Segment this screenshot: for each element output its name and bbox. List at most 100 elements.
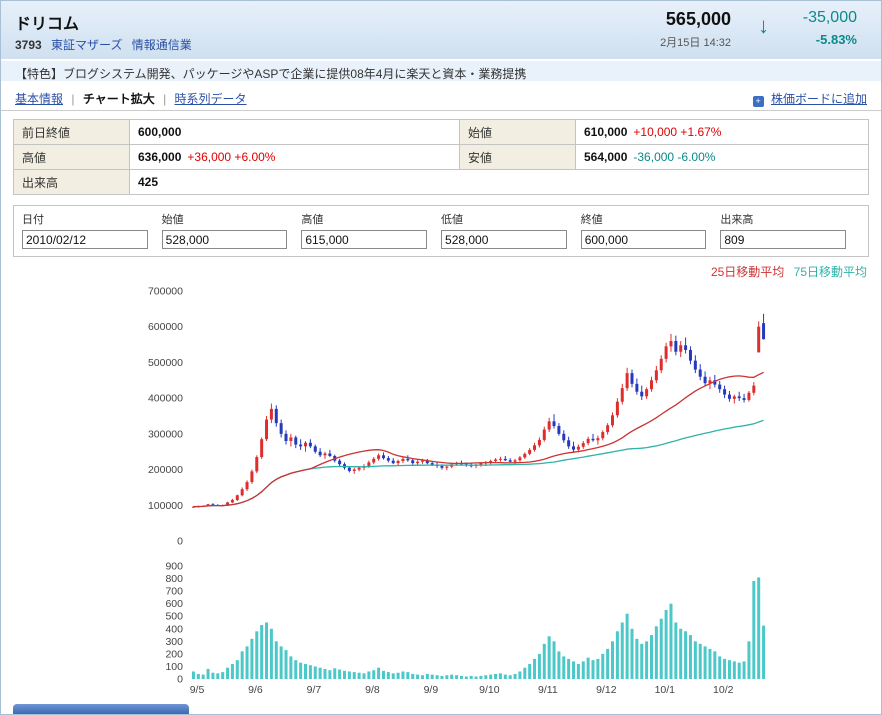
svg-text:600000: 600000 [148,321,183,333]
open-input[interactable] [161,230,288,249]
svg-text:700: 700 [165,586,183,598]
high-value: 636,000 [138,150,182,164]
col-header-open: 始値 [161,214,184,226]
svg-text:300: 300 [165,636,183,648]
add-board-icon: + [752,96,764,107]
nav-separator: | [71,92,75,106]
tab-chart-zoom-current: チャート拡大 [82,92,155,106]
high-change: +36,000 +6.00% [187,150,276,164]
quote-datetime: 2月15日 14:32 [660,37,731,49]
table-row: 前日終値 600,000 始値 610,000 +10,000 +1.67% [13,119,869,145]
nav-separator: | [163,92,167,106]
quote-summary-table: 前日終値 600,000 始値 610,000 +10,000 +1.67% 高値… [13,119,869,195]
svg-text:900: 900 [165,561,183,573]
svg-text:9/5: 9/5 [190,684,205,696]
add-board-link[interactable]: 株価ボードに追加 [770,92,867,106]
label-open: 始値 [459,119,576,145]
industry-link[interactable]: 情報通信業 [131,38,192,52]
svg-text:100000: 100000 [148,500,183,512]
series-col-volume: 出来高 [720,211,860,249]
series-col-date: 日付 [22,211,162,249]
series-col-low: 低値 [441,211,581,249]
series-col-open: 始値 [161,211,302,249]
series-col-close: 終値 [580,211,721,249]
col-header-high: 高値 [301,214,324,226]
tab-basic-info[interactable]: 基本情報 [15,92,64,106]
open-change: +10,000 +1.67% [633,125,722,139]
col-header-low: 低値 [441,214,464,226]
price-volume-chart: 700000 600000 500000 400000 300000 200000 1000… [1,279,881,704]
stock-header: ドリコム 3793 東証マザーズ 情報通信業 565,000 2月15日 14:… [1,1,881,59]
svg-text:10/2: 10/2 [713,684,734,696]
stock-name: ドリコム [15,16,80,33]
stock-meta: 3793 東証マザーズ 情報通信業 [15,36,198,53]
company-feature-text: 【特色】ブログシステム開発、パッケージやASPで企業に提供08年4月に楽天と資本… [15,67,527,81]
svg-text:400000: 400000 [148,393,183,405]
candlestick-chart-svg: 7000006000005000004000003000002000001000… [148,286,766,696]
low-change: -36,000 -6.00% [633,150,716,164]
next-section-header-stub [13,704,189,714]
svg-text:300000: 300000 [148,428,183,440]
down-arrow-icon: ↓ [758,13,769,38]
time-series-form: 日付 始値 高値 低値 終値 出来高 [13,205,869,257]
col-header-date: 日付 [22,214,44,226]
prev-close-value: 600,000 [138,125,182,139]
close-input[interactable] [580,230,707,249]
label-low: 安値 [459,144,576,170]
svg-text:200: 200 [165,648,183,660]
nav-row: 基本情報 | チャート拡大 | 時系列データ + 株価ボードに追加 [1,83,881,111]
volume-input[interactable] [720,230,847,249]
series-col-high: 高値 [301,211,441,249]
label-volume: 出来高 [13,169,130,195]
label-prev-close: 前日終値 [13,119,130,145]
date-input[interactable] [22,230,148,249]
svg-text:9/9: 9/9 [424,684,439,696]
svg-text:0: 0 [177,674,183,686]
table-row: 出来高 425 [13,169,869,195]
value-high: 636,000 +36,000 +6.00% [129,144,460,170]
market-link[interactable]: 東証マザーズ [51,38,123,52]
svg-text:9/6: 9/6 [248,684,263,696]
svg-text:100: 100 [165,661,183,673]
price-block: 565,000 2月15日 14:32 [660,9,731,50]
price-change-percent: -5.83% [815,32,857,47]
high-input[interactable] [301,230,428,249]
svg-text:200000: 200000 [148,464,183,476]
ma75-legend-label: 75日移動平均 [793,265,867,279]
ma25-legend-label: 25日移動平均 [710,265,785,279]
low-input[interactable] [441,230,567,249]
low-value: 564,000 [584,150,628,164]
svg-text:800: 800 [165,573,183,585]
stock-code: 3793 [15,38,42,52]
svg-text:600: 600 [165,598,183,610]
add-to-board: + 株価ボードに追加 [752,90,867,107]
volume-value: 425 [138,175,159,189]
tab-time-series[interactable]: 時系列データ [174,92,247,106]
svg-text:700000: 700000 [148,286,183,298]
svg-text:500000: 500000 [148,357,183,369]
svg-text:0: 0 [177,536,183,548]
svg-text:9/12: 9/12 [596,684,617,696]
value-open: 610,000 +10,000 +1.67% [575,119,869,145]
value-prev-close: 600,000 [129,119,460,145]
change-block: -35,000 -5.83% [803,9,857,47]
svg-text:9/8: 9/8 [365,684,380,696]
value-low: 564,000 -36,000 -6.00% [575,144,869,170]
svg-text:400: 400 [165,623,183,635]
label-high: 高値 [13,144,130,170]
company-feature-bar: 【特色】ブログシステム開発、パッケージやASPで企業に提供08年4月に楽天と資本… [1,59,881,83]
svg-text:10/1: 10/1 [655,684,676,696]
price-change: -35,000 [802,9,857,26]
open-value: 610,000 [584,125,628,139]
svg-text:9/7: 9/7 [307,684,322,696]
svg-text:9/10: 9/10 [479,684,500,696]
value-volume: 425 [129,169,869,195]
svg-text:500: 500 [165,611,183,623]
col-header-volume: 出来高 [720,214,754,226]
col-header-close: 終値 [580,214,603,226]
ma-legend: 25日移動平均 75日移動平均 [1,263,867,279]
table-row: 高値 636,000 +36,000 +6.00% 安値 564,000 -36,0… [13,144,869,170]
svg-text:9/11: 9/11 [538,684,558,696]
current-price: 565,000 [665,9,731,29]
